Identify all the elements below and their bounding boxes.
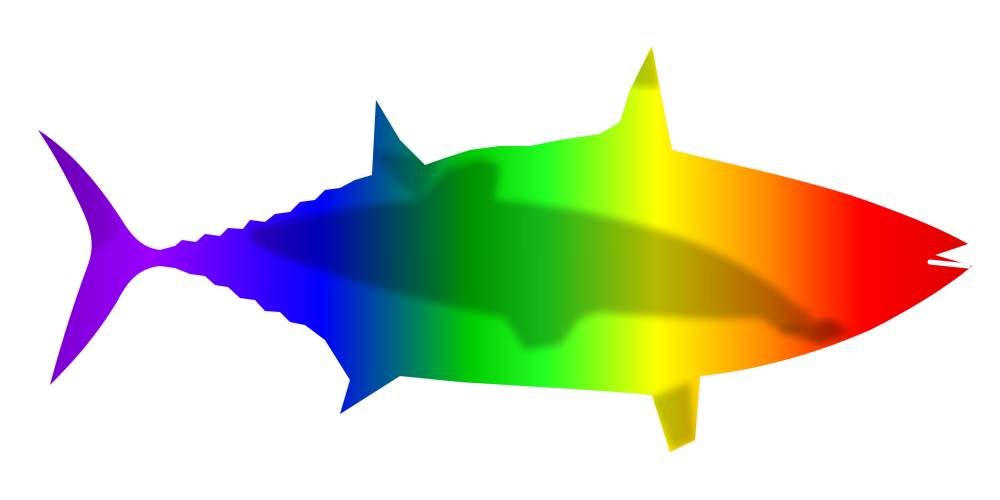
- fish-mouth: [927, 259, 971, 269]
